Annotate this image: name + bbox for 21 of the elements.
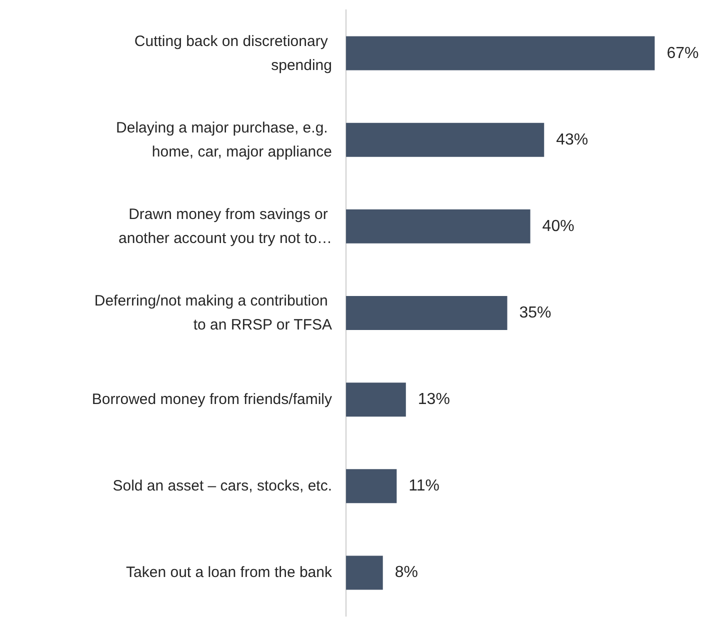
data-label: 35% [519,304,552,322]
bar [346,209,530,244]
y-tick-label: Drawn money from savings or another account you try not to… [118,206,332,247]
bar [346,296,508,330]
y-tick-label: Deferring/not making a contribution to an RRSP or TFSA [94,292,332,334]
bar [346,556,383,590]
bar [346,122,544,157]
y-tick-label: Delaying a major purchase, e.g. home, car, major appliance [116,119,332,160]
bar [346,36,655,70]
data-label: 67% [666,44,699,62]
data-label: 11% [408,478,440,495]
y-tick-label: Cutting back on discretionary spending [134,32,332,74]
bar [346,469,397,504]
data-label: 43% [556,131,588,148]
data-label: 40% [542,218,574,235]
y-tick-label: Borrowed money from friends/family [92,391,332,408]
y-tick-label: Taken out a loan from the bank [126,564,332,582]
bar [346,382,406,417]
data-label: 13% [418,391,450,408]
data-label: 8% [394,564,418,582]
y-tick-label: Sold an asset – cars, stocks, etc. [112,478,332,495]
